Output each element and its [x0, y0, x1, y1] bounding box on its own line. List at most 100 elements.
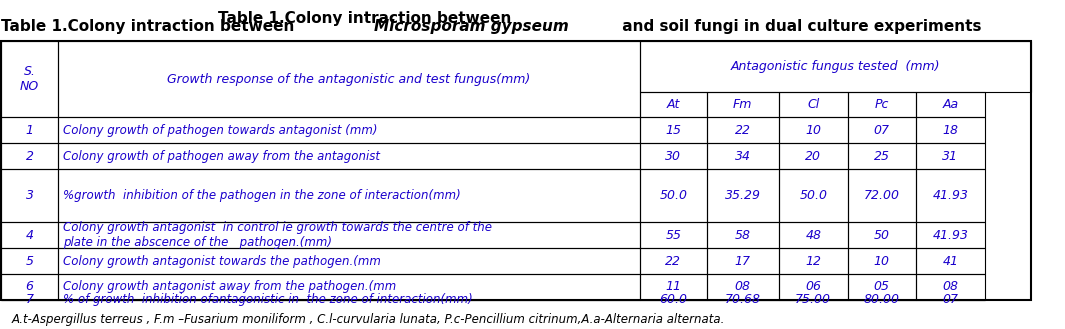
Text: 10: 10 — [873, 255, 889, 267]
Text: 35.29: 35.29 — [725, 189, 760, 202]
Bar — [58, 117, 640, 143]
Text: 31: 31 — [943, 150, 958, 163]
Text: 41.93: 41.93 — [932, 229, 968, 242]
Bar — [779, 91, 848, 117]
Text: 1: 1 — [26, 124, 34, 137]
Text: 50.0: 50.0 — [800, 189, 828, 202]
Bar — [848, 169, 916, 222]
Text: 58: 58 — [735, 229, 751, 242]
Text: 6: 6 — [26, 280, 34, 293]
Text: Colony growth antagonist towards the pathogen.(mm: Colony growth antagonist towards the pat… — [63, 255, 381, 267]
Bar — [1, 41, 58, 117]
Text: Colony growth antagonist away from the pathogen.(mm: Colony growth antagonist away from the p… — [63, 280, 396, 293]
Bar — [58, 248, 640, 274]
Text: % of growth  inhibition ofantagonistic in  the zone of interaction(mm): % of growth inhibition ofantagonistic in… — [63, 293, 473, 306]
Bar — [707, 222, 779, 248]
Text: Table 1.Colony intraction between: Table 1.Colony intraction between — [1, 19, 300, 34]
Text: 15: 15 — [666, 124, 682, 137]
Text: 11: 11 — [666, 280, 682, 293]
Text: 50.0: 50.0 — [659, 189, 687, 202]
Text: 41.93: 41.93 — [932, 189, 968, 202]
Text: Pc: Pc — [874, 98, 889, 111]
Bar — [848, 248, 916, 274]
Bar — [916, 222, 985, 248]
Text: Colony growth of pathogen away from the antagonist: Colony growth of pathogen away from the … — [63, 150, 380, 163]
Bar — [707, 143, 779, 169]
Bar — [779, 169, 848, 222]
Bar — [779, 248, 848, 274]
Bar — [848, 222, 916, 248]
Text: Aa: Aa — [943, 98, 958, 111]
Text: 70.68: 70.68 — [725, 293, 760, 306]
Bar — [640, 274, 707, 300]
Text: Cl: Cl — [807, 98, 819, 111]
Bar — [1, 169, 58, 222]
Bar — [848, 143, 916, 169]
Bar — [848, 274, 916, 300]
Text: 4: 4 — [26, 229, 34, 242]
Text: 22: 22 — [666, 255, 682, 267]
Text: 80.00: 80.00 — [864, 293, 900, 306]
Bar — [640, 143, 707, 169]
Bar — [916, 274, 985, 300]
Bar — [916, 117, 985, 143]
Text: 05: 05 — [873, 280, 889, 293]
Bar — [779, 143, 848, 169]
Bar — [779, 222, 848, 248]
Text: A.t-Aspergillus terreus , F.m –Fusarium moniliform , C.l-curvularia lunata, P.c-: A.t-Aspergillus terreus , F.m –Fusarium … — [12, 313, 725, 326]
Text: 2: 2 — [26, 150, 34, 163]
Text: 20: 20 — [805, 150, 821, 163]
Text: Fm: Fm — [733, 98, 753, 111]
Bar — [916, 248, 985, 274]
Text: 34: 34 — [735, 150, 751, 163]
Text: 25: 25 — [873, 150, 889, 163]
Bar — [58, 169, 640, 222]
Bar — [916, 143, 985, 169]
Bar — [640, 248, 707, 274]
Bar — [848, 91, 916, 117]
Text: 75.00: 75.00 — [796, 293, 832, 306]
Bar — [848, 117, 916, 143]
Text: Table 1.Colony intraction between: Table 1.Colony intraction between — [217, 11, 517, 26]
Bar — [1, 143, 58, 169]
Bar — [779, 274, 848, 300]
Bar — [707, 169, 779, 222]
Text: 41: 41 — [943, 255, 958, 267]
Bar — [1, 274, 58, 300]
Text: Colony growth of pathogen towards antagonist (mm): Colony growth of pathogen towards antago… — [63, 124, 378, 137]
Bar — [640, 222, 707, 248]
Bar — [1, 248, 58, 274]
Text: and soil fungi in dual culture experiments: and soil fungi in dual culture experimen… — [617, 19, 982, 34]
Text: Colony growth antagonist  in control ie growth towards the centre of the
plate i: Colony growth antagonist in control ie g… — [63, 221, 492, 249]
Text: 50: 50 — [873, 229, 889, 242]
Text: 07: 07 — [943, 293, 958, 306]
Bar — [58, 41, 640, 117]
Text: 06: 06 — [805, 280, 821, 293]
Bar — [707, 117, 779, 143]
Bar — [640, 117, 707, 143]
Text: 72.00: 72.00 — [864, 189, 900, 202]
Text: 5: 5 — [26, 255, 34, 267]
Bar — [1, 222, 58, 248]
Text: 55: 55 — [666, 229, 682, 242]
Bar — [1, 117, 58, 143]
Bar — [640, 41, 1031, 91]
Text: 3: 3 — [26, 189, 34, 202]
Text: %growth  inhibition of the pathogen in the zone of interaction(mm): %growth inhibition of the pathogen in th… — [63, 189, 461, 202]
Text: 7: 7 — [26, 293, 34, 306]
Text: 08: 08 — [943, 280, 958, 293]
Bar — [1, 41, 1031, 300]
Text: 18: 18 — [943, 124, 958, 137]
Text: 07: 07 — [873, 124, 889, 137]
Text: 08: 08 — [735, 280, 751, 293]
Bar — [58, 143, 640, 169]
Bar — [779, 117, 848, 143]
Bar — [916, 91, 985, 117]
Bar — [640, 169, 707, 222]
Text: At: At — [667, 98, 679, 111]
Bar — [707, 248, 779, 274]
Text: 10: 10 — [805, 124, 821, 137]
Text: Growth response of the antagonistic and test fungus(mm): Growth response of the antagonistic and … — [167, 73, 530, 86]
Text: 48: 48 — [805, 229, 821, 242]
Text: 17: 17 — [735, 255, 751, 267]
